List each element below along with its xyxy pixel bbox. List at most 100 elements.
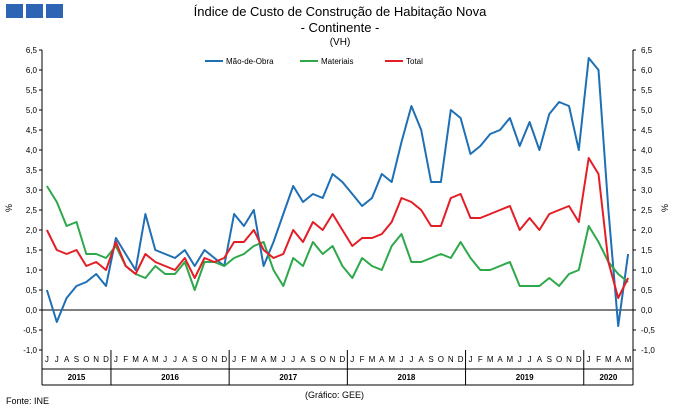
x-tick-label-month: F <box>596 355 601 364</box>
y-tick-label-right: 5,0 <box>641 106 653 115</box>
x-tick-label-month: A <box>379 355 385 364</box>
y-tick-label-left: 5,5 <box>26 86 38 95</box>
x-tick-label-year: 2018 <box>398 373 416 382</box>
y-axis-label-right: % <box>660 204 670 212</box>
series-line <box>45 57 630 327</box>
y-tick-label-right: 6,0 <box>641 66 653 75</box>
y-tick-label-left: -0,5 <box>23 326 37 335</box>
x-tick-label-month: J <box>468 355 472 364</box>
y-tick-label-left: 0,5 <box>26 286 38 295</box>
x-tick-label-month: A <box>143 355 149 364</box>
x-tick-label-month: M <box>132 355 139 364</box>
x-tick-label-month: J <box>173 355 177 364</box>
legend-label: Total <box>406 57 423 66</box>
x-tick-label-month: A <box>497 355 503 364</box>
x-tick-label-month: D <box>221 355 227 364</box>
x-tick-label-month: F <box>360 355 365 364</box>
x-tick-label-month: D <box>576 355 582 364</box>
x-tick-label-month: O <box>556 355 562 364</box>
x-tick-label-month: M <box>487 355 494 364</box>
x-tick-label-month: S <box>310 355 315 364</box>
x-tick-label-month: J <box>45 355 49 364</box>
x-tick-label-month: J <box>528 355 532 364</box>
chart-subtitle: - Continente - <box>300 20 380 35</box>
y-tick-label-left: 2,0 <box>26 226 38 235</box>
x-tick-label-month: J <box>350 355 354 364</box>
x-tick-label-month: J <box>587 355 591 364</box>
legend-label: Materiais <box>321 57 353 66</box>
x-tick-label-year: 2019 <box>516 373 534 382</box>
x-tick-label-month: A <box>300 355 306 364</box>
y-tick-label-right: -1,0 <box>641 346 655 355</box>
brand-block <box>26 4 43 18</box>
x-tick-label-month: J <box>400 355 404 364</box>
y-tick-label-left: 1,5 <box>26 246 38 255</box>
x-tick-label-month: F <box>123 355 128 364</box>
y-tick-label-left: 4,0 <box>26 146 38 155</box>
x-tick-label-month: M <box>507 355 514 364</box>
x-tick-label-month: J <box>55 355 59 364</box>
x-tick-label-month: A <box>182 355 188 364</box>
x-tick-label-month: D <box>458 355 464 364</box>
y-tick-label-left: 3,0 <box>26 186 38 195</box>
y-tick-label-right: 1,0 <box>641 266 653 275</box>
y-tick-label-left: 3,5 <box>26 166 38 175</box>
x-tick-label-month: M <box>625 355 632 364</box>
x-tick-label-month: S <box>192 355 197 364</box>
credit-note: (Gráfico: GEE) <box>305 390 365 400</box>
x-tick-label-month: A <box>261 355 267 364</box>
y-tick-label-left: 1,0 <box>26 266 38 275</box>
x-tick-label-month: O <box>320 355 326 364</box>
chart-title: Índice de Custo de Construção de Habitaç… <box>193 4 487 19</box>
x-tick-label-month: J <box>291 355 295 364</box>
x-tick-label-month: S <box>547 355 552 364</box>
brand-block <box>46 4 63 18</box>
x-tick-label-month: M <box>270 355 277 364</box>
x-tick-label-month: A <box>537 355 543 364</box>
y-tick-label-right: 2,0 <box>641 226 653 235</box>
y-tick-label-right: 3,0 <box>641 186 653 195</box>
x-tick-label-month: J <box>518 355 522 364</box>
x-tick-label-month: J <box>281 355 285 364</box>
x-tick-label-month: N <box>448 355 454 364</box>
x-tick-label-month: S <box>428 355 433 364</box>
brand-block <box>6 4 23 18</box>
x-tick-label-year: 2015 <box>68 373 86 382</box>
x-tick-label-month: J <box>114 355 118 364</box>
x-tick-label-month: O <box>83 355 89 364</box>
y-tick-label-left: 4,5 <box>26 126 38 135</box>
x-tick-label-year: 2016 <box>161 373 179 382</box>
x-tick-label-month: N <box>211 355 217 364</box>
y-tick-label-left: -1,0 <box>23 346 37 355</box>
x-tick-label-month: A <box>616 355 622 364</box>
y-tick-label-right: 0,0 <box>641 306 653 315</box>
y-tick-label-left: 6,0 <box>26 66 38 75</box>
x-tick-label-month: N <box>566 355 572 364</box>
x-tick-label-month: M <box>152 355 159 364</box>
x-tick-label-month: F <box>241 355 246 364</box>
x-tick-label-month: D <box>103 355 109 364</box>
x-tick-label-month: O <box>201 355 207 364</box>
y-tick-label-right: -0,5 <box>641 326 655 335</box>
x-tick-label-month: M <box>388 355 395 364</box>
series-line <box>46 185 629 291</box>
y-tick-label-right: 2,5 <box>641 206 653 215</box>
x-tick-label-month: J <box>409 355 413 364</box>
x-tick-label-month: A <box>64 355 70 364</box>
x-tick-label-month: J <box>232 355 236 364</box>
x-tick-label-month: S <box>74 355 79 364</box>
x-tick-label-month: F <box>478 355 483 364</box>
x-tick-label-month: N <box>330 355 336 364</box>
series-line <box>46 157 629 299</box>
y-axis-label-left: % <box>4 204 14 212</box>
y-tick-label-right: 0,5 <box>641 286 653 295</box>
x-tick-label-month: M <box>250 355 257 364</box>
brand-logo <box>6 4 63 18</box>
chart-unit: (VH) <box>329 37 351 48</box>
x-tick-label-month: A <box>419 355 425 364</box>
x-tick-label-year: 2017 <box>279 373 297 382</box>
y-tick-label-right: 4,0 <box>641 146 653 155</box>
y-tick-label-right: 4,5 <box>641 126 653 135</box>
x-tick-label-month: N <box>93 355 99 364</box>
